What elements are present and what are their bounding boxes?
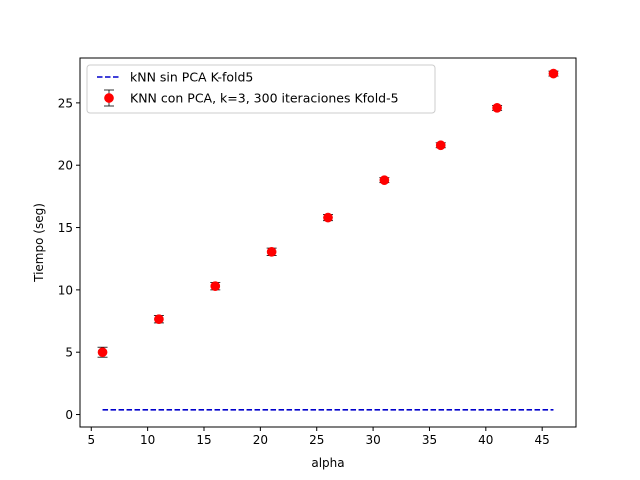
x-tick-label: 40 <box>478 433 493 447</box>
data-point <box>323 212 333 223</box>
data-marker <box>154 314 164 325</box>
data-marker <box>379 175 390 186</box>
legend-swatch-marker <box>104 93 114 103</box>
data-marker <box>435 140 446 151</box>
data-point <box>492 103 503 113</box>
data-point <box>548 68 559 79</box>
x-axis-label: alpha <box>311 456 344 470</box>
data-point <box>153 314 164 325</box>
plot-area <box>97 68 559 411</box>
data-marker <box>210 281 221 291</box>
legend-box <box>86 64 436 114</box>
y-tick-label: 5 <box>65 346 73 360</box>
x-tick-label: 5 <box>87 433 95 447</box>
data-marker <box>548 68 559 79</box>
data-marker <box>492 103 502 113</box>
data-point <box>435 140 446 151</box>
y-tick-label: 15 <box>58 221 73 235</box>
legend-label: kNN sin PCA K-fold5 <box>130 70 253 85</box>
data-point <box>97 346 108 358</box>
y-tick-label: 0 <box>65 408 73 422</box>
x-tick-label: 10 <box>140 433 155 447</box>
axes-frame <box>79 57 577 428</box>
x-tick-label: 35 <box>422 433 437 447</box>
x-tick-label: 45 <box>535 433 550 447</box>
data-marker <box>323 212 333 223</box>
legend: kNN sin PCA K-fold5 KNN con PCA, k=3, 300… <box>86 64 436 114</box>
data-marker <box>266 246 277 257</box>
legend-label: KNN con PCA, k=3, 300 iteraciones Kfold-… <box>130 91 399 106</box>
y-tick-label: 10 <box>58 283 73 297</box>
x-tick-label: 20 <box>253 433 268 447</box>
data-point <box>210 281 221 291</box>
data-point <box>266 246 277 257</box>
y-tick-label: 25 <box>58 96 73 110</box>
x-tick-label: 30 <box>365 433 380 447</box>
data-marker <box>97 347 108 358</box>
y-axis-label: Tiempo (seg) <box>32 203 46 283</box>
data-point <box>379 175 390 186</box>
x-tick-label: 25 <box>309 433 324 447</box>
y-tick-label: 20 <box>58 159 73 173</box>
x-tick-label: 15 <box>196 433 211 447</box>
